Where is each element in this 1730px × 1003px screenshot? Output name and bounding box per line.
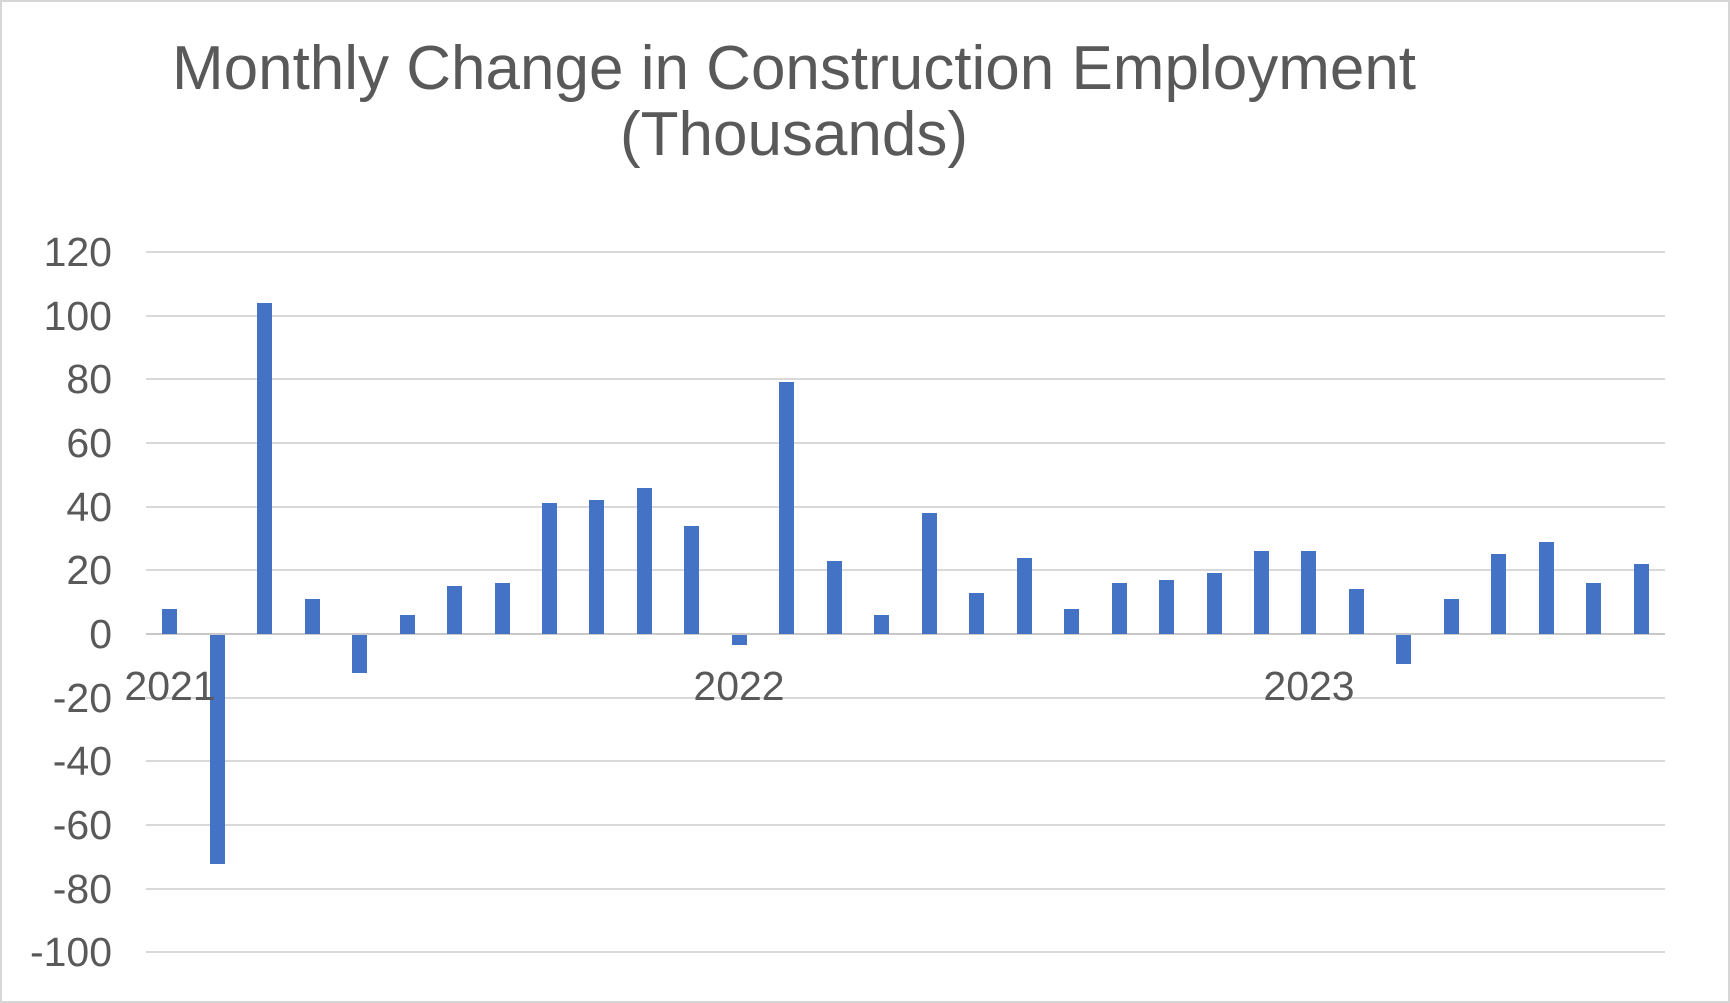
bar-jul-2022 bbox=[1017, 558, 1032, 634]
bar-oct-2022 bbox=[1159, 580, 1174, 634]
gridline-40 bbox=[146, 506, 1665, 508]
y-axis-label-120: 120 bbox=[43, 229, 112, 275]
bar-jun-2022 bbox=[969, 593, 984, 634]
gridline--100 bbox=[146, 951, 1665, 953]
bar-jun-2023 bbox=[1539, 542, 1554, 634]
x-axis-label-2021: 2021 bbox=[124, 663, 216, 709]
bar-oct-2021 bbox=[589, 500, 604, 634]
bar-sep-2022 bbox=[1112, 583, 1127, 634]
gridline--80 bbox=[146, 888, 1665, 890]
y-axis-label--20: -20 bbox=[52, 675, 112, 721]
bar-nov-2021 bbox=[637, 488, 652, 634]
gridline-0 bbox=[146, 633, 1665, 635]
bar-jan-2021 bbox=[162, 609, 177, 634]
gridline-120 bbox=[146, 251, 1665, 253]
bar-apr-2023 bbox=[1444, 599, 1459, 634]
gridline--60 bbox=[146, 824, 1665, 826]
bar-nov-2022 bbox=[1207, 573, 1222, 634]
gridline--20 bbox=[146, 697, 1665, 699]
bar-jul-2021 bbox=[447, 586, 462, 634]
y-axis-label--80: -80 bbox=[52, 866, 112, 912]
bar-aug-2021 bbox=[495, 583, 510, 634]
y-axis-label-100: 100 bbox=[43, 293, 112, 339]
y-axis-label-80: 80 bbox=[66, 356, 112, 402]
y-axis-label-0: 0 bbox=[89, 611, 112, 657]
bar-feb-2022 bbox=[779, 382, 794, 634]
bar-jan-2022 bbox=[732, 635, 747, 645]
chart-title-line1: Monthly Change in Construction Employmen… bbox=[171, 34, 1417, 103]
x-axis-label-2023: 2023 bbox=[1263, 663, 1355, 709]
gridline--40 bbox=[146, 760, 1665, 762]
bar-mar-2022 bbox=[827, 561, 842, 634]
gridline-80 bbox=[146, 378, 1665, 380]
x-axis-label-2022: 2022 bbox=[693, 663, 785, 709]
gridline-100 bbox=[146, 315, 1665, 317]
y-axis-label--100: -100 bbox=[29, 929, 112, 975]
bar-dec-2021 bbox=[684, 526, 699, 634]
y-axis-label--40: -40 bbox=[52, 738, 112, 784]
bar-aug-2023 bbox=[1634, 564, 1649, 634]
bar-jan-2023 bbox=[1301, 551, 1316, 634]
bar-dec-2022 bbox=[1254, 551, 1269, 634]
bar-may-2022 bbox=[922, 513, 937, 634]
bar-mar-2023 bbox=[1396, 635, 1411, 664]
chart-title-line2: (Thousands) bbox=[619, 100, 969, 169]
chart-title: Monthly Change in Construction Employmen… bbox=[172, 36, 1416, 168]
bar-mar-2021 bbox=[257, 303, 272, 634]
y-axis-label--60: -60 bbox=[52, 802, 112, 848]
bar-jul-2023 bbox=[1586, 583, 1601, 634]
bar-may-2021 bbox=[352, 635, 367, 673]
bar-feb-2023 bbox=[1349, 589, 1364, 634]
bar-sep-2021 bbox=[542, 503, 557, 634]
y-axis-label-60: 60 bbox=[66, 420, 112, 466]
bar-apr-2022 bbox=[874, 615, 889, 634]
gridline-60 bbox=[146, 442, 1665, 444]
bar-apr-2021 bbox=[305, 599, 320, 634]
y-axis-label-40: 40 bbox=[66, 484, 112, 530]
gridline-20 bbox=[146, 569, 1665, 571]
bar-may-2023 bbox=[1491, 554, 1506, 634]
bar-jun-2021 bbox=[400, 615, 415, 634]
bar-feb-2021 bbox=[210, 635, 225, 864]
bar-aug-2022 bbox=[1064, 609, 1079, 634]
y-axis-label-20: 20 bbox=[66, 547, 112, 593]
